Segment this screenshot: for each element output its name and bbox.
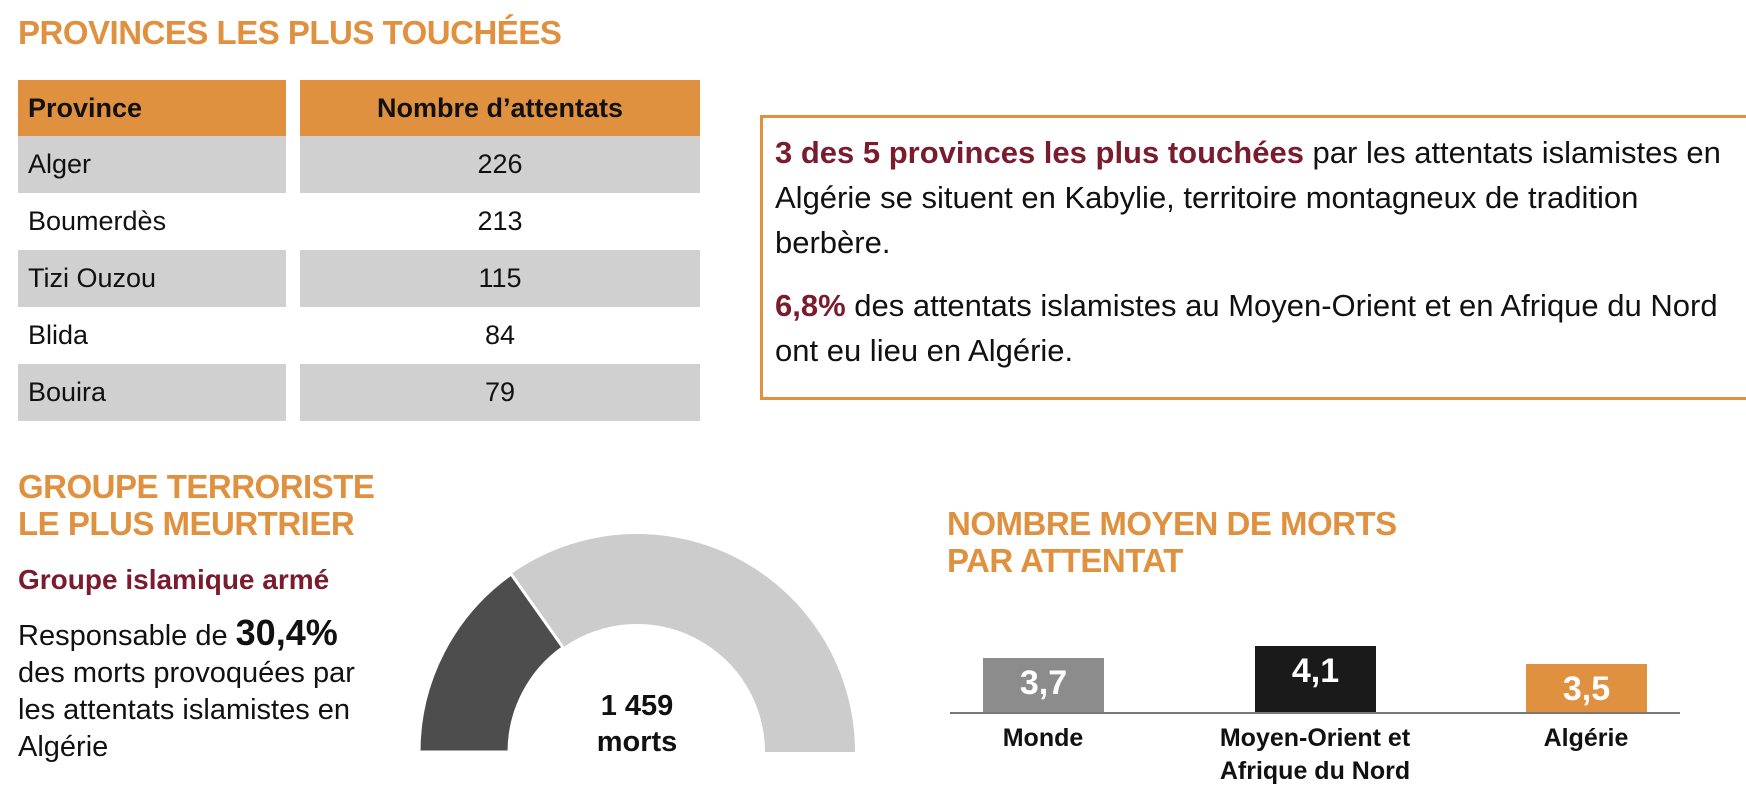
attack-count: 79	[300, 364, 700, 421]
bar: 4,1	[1255, 646, 1376, 712]
group-title-line2: LE PLUS MEURTRIER	[18, 505, 355, 542]
province-name: Blida	[28, 320, 89, 350]
bar-category-label: Moyen-Orient et Afrique du Nord	[1219, 724, 1411, 785]
group-title-line1: GROUPE TERRORISTE	[18, 468, 375, 505]
bar-title-line2: PAR ATTENTAT	[947, 542, 1183, 579]
province-name: Boumerdès	[28, 206, 167, 236]
bar-chart-title: NOMBRE MOYEN DE MORTS PAR ATTENTAT	[947, 505, 1397, 579]
province-name: Alger	[18, 136, 286, 193]
bar-value-label: 3,7	[1019, 664, 1068, 703]
table-row: Tizi Ouzou 115	[18, 250, 700, 307]
table-row: Bouira 79	[18, 364, 700, 421]
callout-box: 3 des 5 provinces les plus touchées par …	[760, 115, 1746, 400]
callout-highlight-2: 6,8%	[775, 288, 846, 323]
bar: 3,7	[983, 658, 1104, 712]
provinces-title: PROVINCES LES PLUS TOUCHÉES	[18, 14, 562, 51]
gauge-total-unit: morts	[596, 726, 678, 758]
header-count: Nombre d’attentats	[300, 80, 700, 136]
table-row: Blida 84	[18, 307, 700, 364]
attack-count: 213	[477, 206, 523, 236]
bar: 3,5	[1526, 664, 1647, 712]
desc-rest: des morts provoquées par les attentats i…	[18, 657, 355, 763]
bar-axis	[950, 712, 1680, 714]
group-title: GROUPE TERRORISTE LE PLUS MEURTRIER	[18, 468, 375, 542]
table-row: Alger 226	[18, 136, 700, 193]
gauge-share-segment	[417, 571, 566, 754]
bar-category-label: Monde	[1002, 724, 1084, 752]
gauge-total: 1 459 morts	[537, 688, 737, 760]
bar-value-label: 3,5	[1562, 670, 1611, 709]
callout-text-2: des attentats islamistes au Moyen-Orient…	[775, 288, 1718, 368]
province-name: Tizi Ouzou	[18, 250, 286, 307]
bar-title-line1: NOMBRE MOYEN DE MORTS	[947, 505, 1397, 542]
bar-category-label: Algérie	[1543, 724, 1629, 752]
callout-text-1: par les attentats islamistes en Algérie …	[775, 135, 1721, 260]
attack-count: 226	[300, 136, 700, 193]
gauge-total-value: 1 459	[600, 690, 674, 722]
attack-count: 115	[300, 250, 700, 307]
provinces-table: Province Nombre d’attentats Alger 226 Boum…	[4, 80, 714, 421]
attack-count: 84	[484, 320, 516, 350]
group-description: Responsable de 30,4% des morts provoquée…	[18, 614, 398, 766]
desc-prefix: Responsable de	[18, 620, 236, 652]
bar-value-label: 4,1	[1291, 652, 1340, 691]
group-name: Groupe islamique armé	[18, 564, 330, 595]
table-row: Boumerdès 213	[18, 193, 700, 250]
group-percent: 30,4%	[235, 612, 338, 653]
province-name: Bouira	[18, 364, 286, 421]
gauge-rest-segment	[511, 533, 855, 752]
header-province: Province	[18, 80, 286, 136]
callout-highlight-1: 3 des 5 provinces les plus touchées	[775, 135, 1304, 170]
